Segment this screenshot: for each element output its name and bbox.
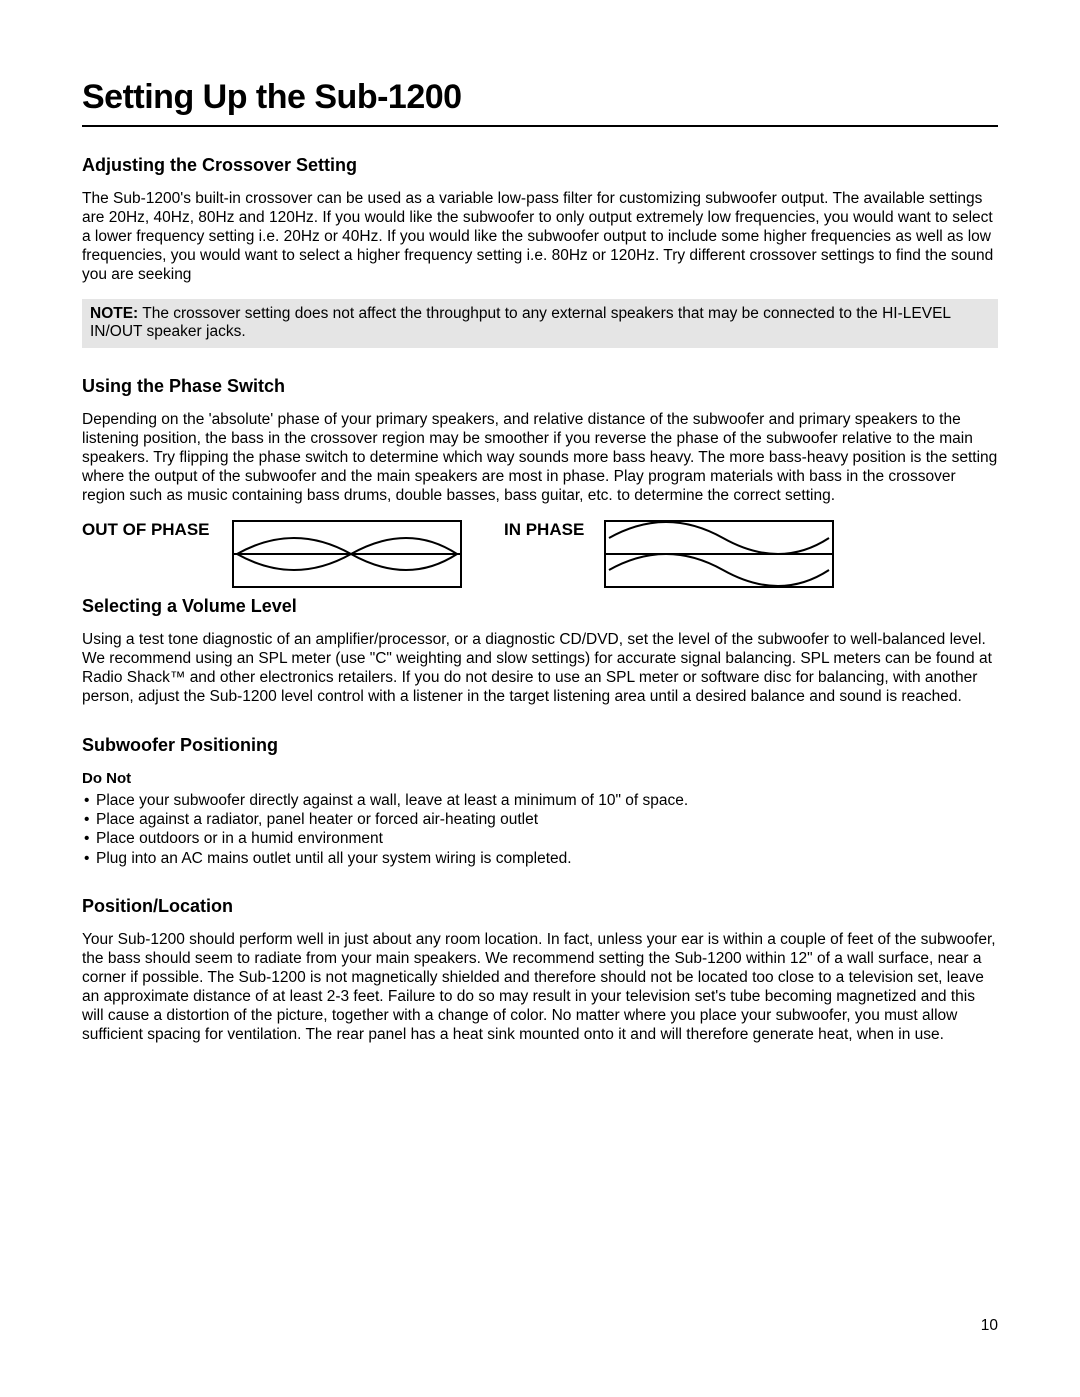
heading-location: Position/Location xyxy=(82,896,998,917)
heading-positioning: Subwoofer Positioning xyxy=(82,735,998,756)
do-not-list: Place your subwoofer directly against a … xyxy=(82,791,998,869)
manual-page: Setting Up the Sub-1200 Adjusting the Cr… xyxy=(0,0,1080,1044)
heading-crossover: Adjusting the Crossover Setting xyxy=(82,155,998,176)
body-volume: Using a test tone diagnostic of an ampli… xyxy=(82,631,998,707)
heading-phase: Using the Phase Switch xyxy=(82,376,998,397)
diagram-out-of-phase xyxy=(232,520,462,588)
list-item: Place outdoors or in a humid environment xyxy=(84,829,998,848)
body-phase: Depending on the 'absolute' phase of you… xyxy=(82,411,998,506)
note-body: The crossover setting does not affect th… xyxy=(90,305,950,341)
do-not-label: Do Not xyxy=(82,770,998,787)
heading-volume: Selecting a Volume Level xyxy=(82,596,998,617)
list-item: Place against a radiator, panel heater o… xyxy=(84,810,998,829)
diagram-in-phase xyxy=(604,520,834,588)
list-item: Plug into an AC mains outlet until all y… xyxy=(84,849,998,868)
note-box: NOTE: The crossover setting does not aff… xyxy=(82,299,998,349)
body-crossover: The Sub-1200's built-in crossover can be… xyxy=(82,190,998,285)
label-out-of-phase: OUT OF PHASE xyxy=(82,520,232,540)
phase-diagrams-row: OUT OF PHASE IN PHASE xyxy=(82,520,998,588)
page-title: Setting Up the Sub-1200 xyxy=(82,78,998,127)
page-number: 10 xyxy=(981,1317,998,1335)
body-location: Your Sub-1200 should perform well in jus… xyxy=(82,931,998,1044)
note-label: NOTE: xyxy=(90,305,138,322)
list-item: Place your subwoofer directly against a … xyxy=(84,791,998,810)
label-in-phase: IN PHASE xyxy=(504,520,604,540)
